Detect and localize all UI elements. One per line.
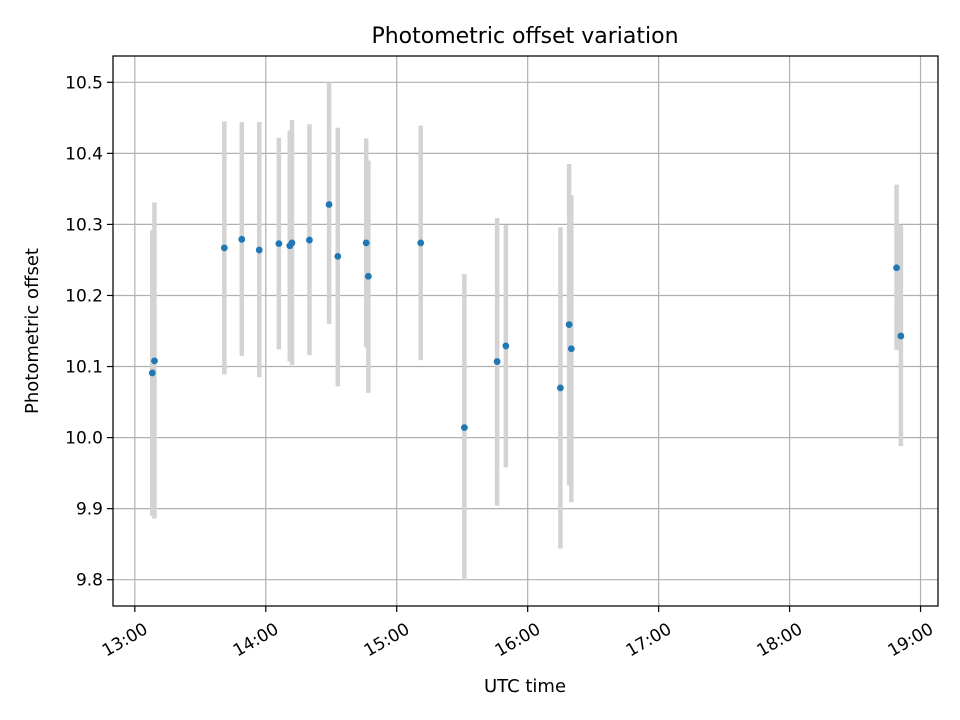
- y-tick-label: 10.1: [65, 358, 103, 378]
- data-point: [288, 239, 296, 247]
- data-point: [565, 321, 573, 329]
- data-point: [306, 236, 313, 244]
- y-tick-label: 10.2: [65, 286, 103, 306]
- data-point: [460, 424, 468, 432]
- data-point: [220, 244, 228, 252]
- data-point: [255, 246, 263, 254]
- x-axis-label: UTC time: [484, 676, 566, 697]
- data-point: [893, 264, 900, 272]
- grid: [113, 56, 938, 606]
- data-point: [364, 272, 372, 280]
- data-point: [325, 201, 333, 208]
- y-axis-label: Photometric offset: [22, 248, 43, 414]
- data-point: [334, 252, 342, 260]
- y-tick-label: 10.5: [65, 73, 103, 93]
- data-points: [148, 201, 905, 432]
- y-tick-label: 9.9: [76, 500, 103, 520]
- data-point: [238, 235, 246, 243]
- data-point: [493, 358, 501, 365]
- data-point: [362, 239, 370, 247]
- y-tick-label: 10.4: [65, 144, 103, 164]
- data-point: [502, 342, 510, 350]
- y-tick-label: 10.3: [65, 215, 103, 235]
- data-point: [151, 357, 158, 365]
- data-point: [417, 239, 425, 247]
- data-point: [148, 369, 156, 377]
- plot-frame: [112, 55, 939, 607]
- y-tick-label: 9.8: [76, 571, 103, 591]
- data-point: [275, 240, 283, 247]
- data-point: [897, 332, 905, 340]
- data-point: [567, 345, 575, 353]
- data-point: [557, 384, 564, 392]
- chart-title: Photometric offset variation: [371, 24, 678, 49]
- y-tick-label: 10.0: [65, 429, 103, 449]
